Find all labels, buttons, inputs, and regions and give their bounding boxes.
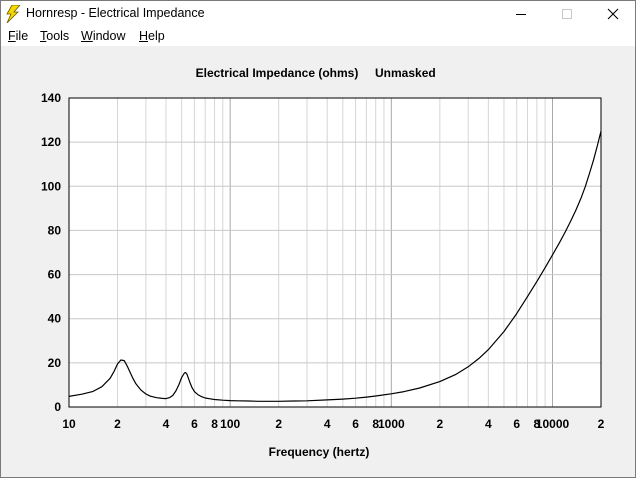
x-tick-label: 10 bbox=[62, 417, 76, 431]
x-tick-label: 100 bbox=[220, 417, 240, 431]
x-tick-label: 8 bbox=[372, 417, 379, 431]
maximize-icon bbox=[562, 9, 572, 19]
plot-background bbox=[69, 98, 601, 407]
menu-window[interactable]: Window bbox=[81, 29, 126, 43]
lightning-bolt-icon bbox=[6, 5, 21, 23]
y-tick-label: 40 bbox=[48, 312, 62, 326]
x-tick-label: 1000 bbox=[378, 417, 405, 431]
close-icon bbox=[607, 8, 619, 20]
chart-subtitle: Unmasked bbox=[375, 66, 436, 80]
impedance-series-line bbox=[68, 130, 602, 402]
y-tick-label: 80 bbox=[48, 223, 62, 237]
x-tick-label: 2 bbox=[114, 417, 121, 431]
y-tick-label: 120 bbox=[41, 135, 61, 149]
maximize-button[interactable] bbox=[544, 1, 590, 27]
menu-help[interactable]: Help bbox=[139, 29, 165, 43]
grid bbox=[69, 98, 601, 407]
y-tick-label: 0 bbox=[54, 400, 61, 414]
x-tick-label: 2 bbox=[598, 417, 605, 431]
x-tick-label: 6 bbox=[352, 417, 359, 431]
y-tick-label: 100 bbox=[41, 179, 61, 193]
minimize-button[interactable] bbox=[498, 1, 544, 27]
y-tick-label: 60 bbox=[48, 268, 62, 282]
y-tick-label: 20 bbox=[48, 356, 62, 370]
close-button[interactable] bbox=[590, 1, 635, 27]
menu-tools[interactable]: Tools bbox=[40, 29, 70, 43]
x-tick-label: 2 bbox=[275, 417, 282, 431]
x-tick-label: 10000 bbox=[536, 417, 570, 431]
plot-border bbox=[68, 97, 602, 408]
impedance-chart: Electrical Impedance (ohms) Unmasked 0 20… bbox=[1, 46, 635, 477]
x-tick-label: 8 bbox=[211, 417, 218, 431]
window-title: Hornresp - Electrical Impedance bbox=[26, 6, 205, 20]
minimize-icon bbox=[516, 14, 526, 15]
menu-bar: File Tools Window Help bbox=[1, 27, 635, 46]
x-tick-label: 4 bbox=[485, 417, 492, 431]
x-tick-label: 4 bbox=[324, 417, 331, 431]
x-tick-label: 8 bbox=[534, 417, 541, 431]
impedance-chart-svg: Electrical Impedance (ohms) Unmasked 020… bbox=[41, 66, 605, 459]
x-axis-label: Frequency (hertz) bbox=[269, 445, 370, 459]
x-tick-label: 6 bbox=[191, 417, 198, 431]
title-bar[interactable]: Hornresp - Electrical Impedance bbox=[1, 1, 635, 27]
y-ticks: 0 20 40 60 80 100 120 140 bbox=[41, 91, 61, 414]
menu-file[interactable]: File bbox=[8, 29, 29, 43]
chart-title: Electrical Impedance (ohms) bbox=[196, 66, 359, 80]
y-tick-label: 140 bbox=[41, 91, 61, 105]
x-tick-label: 2 bbox=[436, 417, 443, 431]
x-tick-label: 6 bbox=[513, 417, 520, 431]
x-tick-label: 4 bbox=[163, 417, 170, 431]
series-layer bbox=[68, 130, 602, 402]
